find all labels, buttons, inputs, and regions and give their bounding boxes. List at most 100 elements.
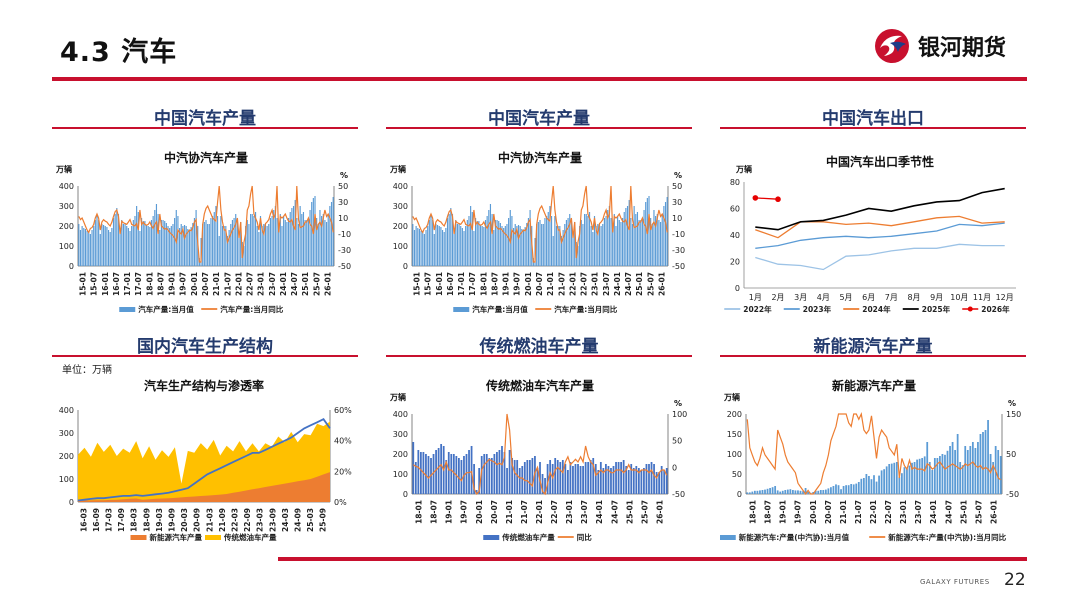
bar: [203, 222, 205, 266]
bar: [615, 226, 617, 266]
bar: [458, 223, 460, 266]
bar: [602, 224, 604, 266]
bar: [430, 216, 432, 266]
bar: [625, 466, 628, 494]
x-tick-label: 24-07: [610, 500, 619, 524]
chart-title: 中汽协汽车产量: [498, 150, 582, 165]
y2-tick-label: 40%: [334, 437, 352, 446]
bar: [784, 490, 787, 494]
bar: [425, 230, 427, 266]
bar: [584, 462, 587, 494]
bar: [284, 220, 286, 266]
x-tick-label: 15-01: [79, 272, 88, 296]
bar: [959, 462, 962, 494]
bar: [493, 454, 496, 494]
bar: [842, 486, 845, 494]
y-tick-label: 0: [735, 284, 740, 293]
bar: [94, 220, 96, 266]
bar: [93, 226, 95, 266]
x-tick-label: 18-01: [145, 272, 154, 296]
bar: [208, 224, 210, 266]
bar: [465, 226, 467, 266]
bar: [273, 210, 275, 266]
bar: [794, 490, 797, 494]
x-tick-label: 22-09: [243, 508, 252, 532]
bar: [769, 488, 771, 494]
bar: [155, 204, 158, 266]
bar: [432, 220, 434, 266]
bar: [835, 484, 837, 494]
legend-label: 2025年: [922, 304, 951, 314]
legend-label: 汽车产量:当月同比: [220, 304, 283, 314]
bar: [508, 450, 511, 494]
bar: [435, 450, 437, 494]
bar: [162, 220, 164, 266]
bar: [645, 202, 647, 266]
bar: [845, 485, 848, 494]
bar: [612, 228, 614, 266]
bar: [79, 230, 82, 266]
bar: [936, 458, 939, 494]
bar: [599, 462, 602, 494]
bar: [501, 446, 503, 494]
bar: [541, 474, 544, 494]
x-tick-label: 22-07: [580, 272, 589, 296]
bar: [537, 222, 539, 266]
y2-axis-unit: %: [674, 399, 682, 408]
bar: [605, 216, 607, 266]
y2-axis-unit: %: [674, 171, 682, 180]
x-tick-label: 24-01: [613, 272, 622, 296]
bar: [465, 454, 468, 494]
bar: [562, 230, 564, 266]
bar: [117, 214, 120, 266]
bar: [228, 230, 230, 266]
legend-swatch: [483, 535, 500, 540]
bar: [789, 489, 792, 494]
bar: [880, 470, 883, 494]
bar: [593, 216, 596, 266]
bar: [786, 489, 789, 494]
x-tick-label: 19-01: [168, 272, 177, 296]
bar: [625, 208, 627, 266]
x-tick-label: 16-03: [79, 508, 88, 532]
bar: [144, 221, 146, 266]
bar: [797, 490, 799, 494]
bar: [627, 470, 630, 494]
bar: [111, 228, 113, 266]
bar: [427, 226, 429, 266]
x-tick-label: 17-09: [117, 508, 126, 532]
bar: [824, 489, 827, 494]
bar: [600, 226, 602, 266]
y-tick-label: 0: [403, 490, 408, 499]
bar: [134, 216, 136, 266]
x-tick-label: 20-07: [535, 272, 544, 296]
bar: [297, 224, 300, 266]
bar: [997, 450, 1000, 494]
bar: [890, 463, 893, 494]
bar: [617, 462, 620, 494]
bar: [415, 226, 417, 266]
bar: [878, 475, 880, 494]
y2-tick-label: 100: [672, 410, 687, 419]
x-tick-label: 4月: [817, 293, 830, 302]
y2-axis-unit: %: [1008, 399, 1016, 408]
bar: [435, 224, 437, 266]
bar: [279, 214, 281, 266]
bar: [608, 206, 610, 266]
bar: [832, 486, 835, 494]
bar: [259, 216, 262, 266]
bar: [78, 224, 80, 266]
bar: [584, 214, 586, 266]
x-tick-label: 22-01: [234, 272, 243, 296]
bar: [225, 226, 227, 266]
x-tick-label: 24-03: [281, 508, 290, 532]
bar: [317, 224, 319, 266]
bar: [569, 462, 572, 494]
bar: [933, 458, 936, 494]
bar: [557, 226, 559, 266]
x-tick-label: 5月: [839, 293, 852, 302]
bar: [99, 234, 101, 266]
bar: [195, 210, 197, 266]
x-tick-label: 12月: [996, 293, 1014, 302]
bar: [641, 218, 643, 266]
